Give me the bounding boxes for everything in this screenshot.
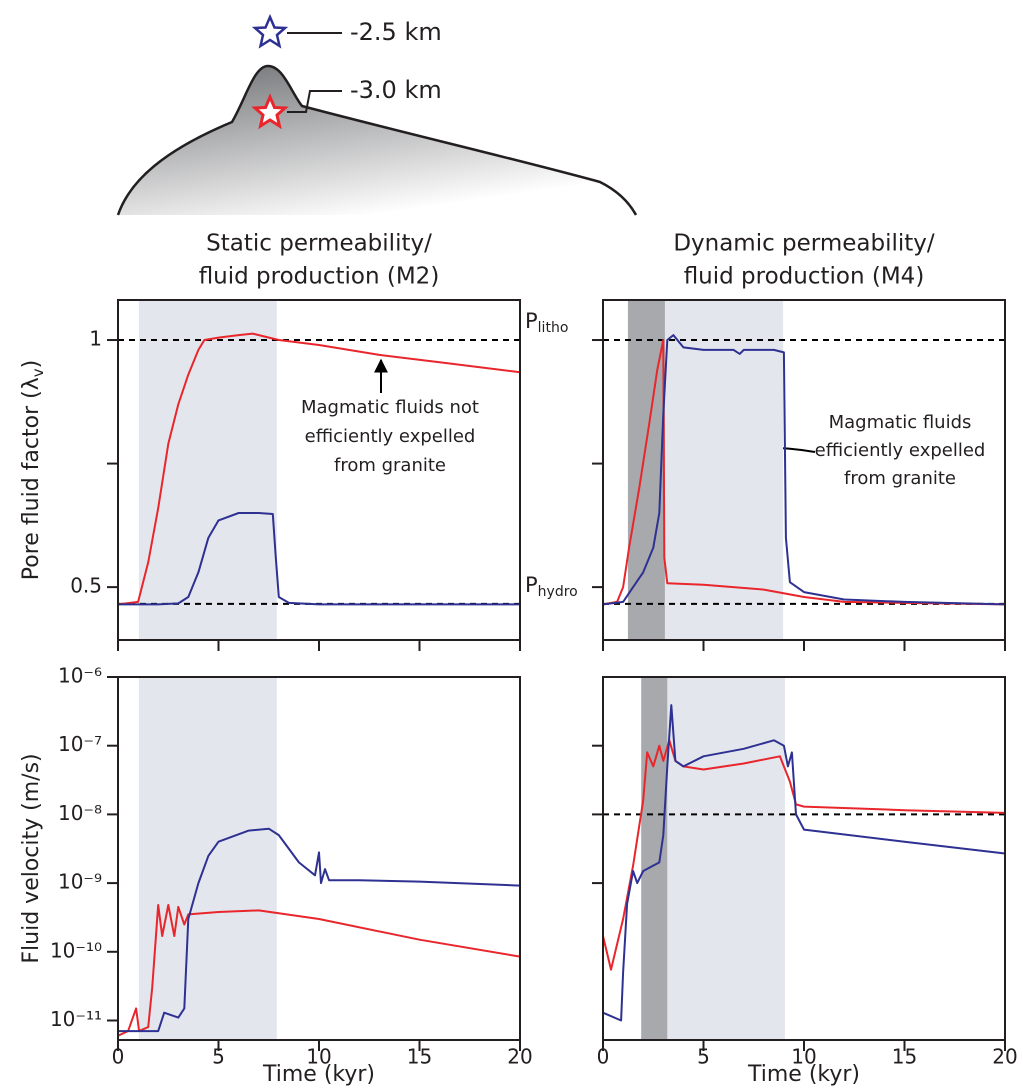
leader	[287, 90, 342, 113]
data-line	[602, 334, 1006, 606]
data-line	[117, 904, 521, 1037]
y-tick-label: 10⁻⁷	[58, 732, 102, 756]
data-line	[602, 704, 1006, 1022]
y-tick-label: 1	[89, 327, 102, 351]
reference-label: Phydro	[525, 573, 578, 600]
x-tick-label: 15	[892, 1045, 917, 1069]
data-line	[118, 512, 520, 606]
star-deep	[251, 93, 289, 130]
x-tick-label: 20	[992, 1045, 1017, 1069]
volcano-diagram: -2.5 km -3.0 km	[116, 13, 638, 216]
panel-title: fluid production (M4)	[684, 264, 925, 290]
shaded-region	[138, 300, 277, 640]
reference-label-sub: hydro	[538, 584, 578, 600]
reference-label: Plitho	[525, 309, 568, 336]
annotation: from granite	[334, 455, 446, 476]
y-axis-label: Fluid velocity (m/s)	[19, 753, 44, 963]
depth-label: -3.0 km	[350, 76, 442, 104]
data-line	[117, 332, 521, 606]
x-tick-label: 10	[306, 1045, 331, 1069]
y-axis-label-text: Pore fluid factor (λ	[19, 377, 44, 580]
annotation: Magmatic fluids not	[301, 397, 479, 418]
x-tick-label: 5	[697, 1045, 710, 1069]
x-axis-label: Time (kyr)	[747, 1062, 860, 1087]
y-axis-label-text: Fluid velocity (m/s)	[19, 753, 44, 963]
x-tick-label: 15	[407, 1045, 432, 1069]
y-tick-label: 10⁻⁸	[58, 801, 102, 825]
x-tick-label: 5	[212, 1045, 225, 1069]
depth-label: -2.5 km	[350, 18, 442, 46]
panel-title: Dynamic permeability/	[673, 231, 935, 257]
y-tick-label: 10⁻¹¹	[50, 1007, 102, 1031]
y-tick-label: 0.5	[70, 574, 102, 598]
y-axis-label: Pore fluid factor (λv)	[19, 360, 47, 580]
y-tick-label: 10⁻¹⁰	[50, 938, 102, 962]
data-line	[602, 339, 1006, 606]
annotation: efficiently expelled	[815, 440, 986, 461]
volcano	[116, 64, 638, 216]
x-tick-label: 10	[791, 1045, 816, 1069]
shaded-region	[641, 677, 668, 1040]
y-axis-label-sub: v	[29, 368, 47, 377]
star-shallow	[251, 13, 289, 49]
y-tick-label: 10⁻⁹	[58, 870, 102, 894]
annotation: efficiently expelled	[305, 426, 476, 447]
reference-label-sub: litho	[538, 320, 569, 336]
reference-label-main: P	[525, 309, 538, 333]
y-axis-label-suffix: )	[19, 360, 44, 369]
annotation: from granite	[844, 468, 956, 489]
x-tick-label: 20	[507, 1045, 532, 1069]
annotation: Magmatic fluids	[829, 412, 972, 433]
x-axis-label: Time (kyr)	[262, 1062, 375, 1087]
panel-title: Static permeability/	[206, 231, 432, 257]
reference-label-main: P	[525, 573, 538, 597]
data-line	[118, 827, 521, 1033]
panel: 0 5 10 15 20 Time (kyr)	[592, 676, 1018, 1087]
panel-title: fluid production (M2)	[199, 264, 440, 290]
x-tick-label: 0	[597, 1045, 610, 1069]
shaded-region	[667, 677, 785, 1040]
panel: 0.5 1 Static permeability/fluid production…	[19, 231, 521, 651]
panel: 0 5 10 15 20 10⁻⁶ 10⁻⁷ 10⁻⁸ 10⁻⁹ 10⁻¹⁰ 10⁻¹¹ Time (…	[19, 664, 533, 1088]
x-tick-label: 0	[112, 1045, 125, 1069]
shaded-region	[627, 300, 665, 640]
y-tick-label: 10⁻⁶	[58, 664, 102, 688]
